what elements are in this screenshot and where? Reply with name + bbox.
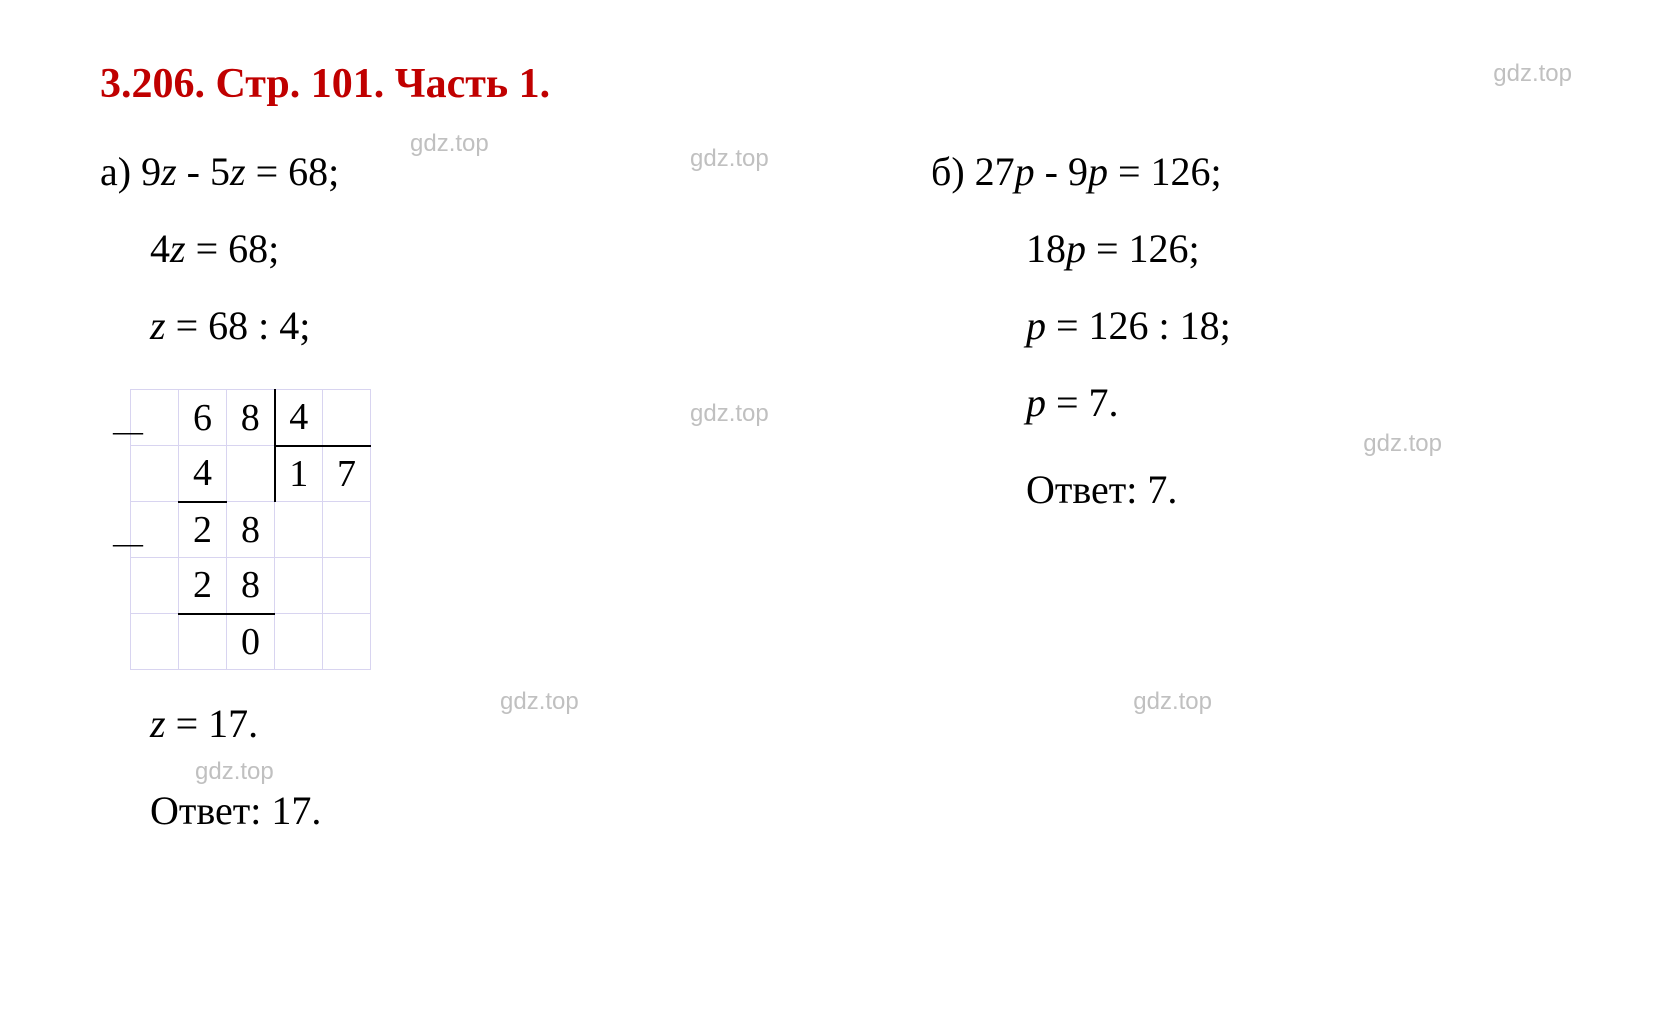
column-b: б) 27p - 9p = 126; 18p = 126; p = 126 : … [591, 148, 1231, 864]
text: 18 [1026, 226, 1066, 271]
cell [179, 614, 227, 670]
text: 4 [150, 226, 170, 271]
variable: z [230, 149, 246, 194]
cell [131, 558, 179, 614]
cell [323, 614, 371, 670]
cell [275, 614, 323, 670]
cell: — [131, 390, 179, 446]
watermark: gdz.top [1493, 60, 1572, 88]
cell [131, 614, 179, 670]
long-division: — 6 8 4 4 1 7 — 2 8 2 [130, 389, 371, 670]
text: = 7. [1046, 380, 1119, 425]
cell: 7 [323, 446, 371, 502]
text: б) 27 [931, 149, 1015, 194]
cell: — [131, 502, 179, 558]
content-columns: а) 9z - 5z = 68; 4z = 68; z = 68 : 4; — … [100, 148, 1572, 864]
variable: z [170, 226, 186, 271]
answer-line: Ответ: 7. [931, 466, 1231, 513]
watermark: gdz.top [690, 400, 769, 428]
equation-line: z = 68 : 4; [100, 302, 371, 349]
cell: 4 [275, 390, 323, 446]
cell: 2 [179, 558, 227, 614]
equation-line: 4z = 68; [100, 225, 371, 272]
cell: 4 [179, 446, 227, 502]
result-line: z = 17. [100, 700, 371, 747]
cell: 2 [179, 502, 227, 558]
cell [275, 558, 323, 614]
cell [323, 390, 371, 446]
variable: z [150, 303, 166, 348]
equation-line: 18p = 126; [931, 225, 1231, 272]
text: = 68; [186, 226, 280, 271]
watermark: gdz.top [410, 130, 489, 158]
watermark: gdz.top [1133, 688, 1212, 716]
cell: 8 [227, 558, 275, 614]
variable: p [1015, 149, 1035, 194]
watermark: gdz.top [500, 688, 579, 716]
text: = 126; [1086, 226, 1200, 271]
equation-line: а) 9z - 5z = 68; [100, 148, 371, 195]
text: = 126; [1108, 149, 1222, 194]
equation-line: p = 7. [931, 379, 1231, 426]
variable: p [1026, 303, 1046, 348]
variable: p [1066, 226, 1086, 271]
cell: 8 [227, 390, 275, 446]
equation-line: б) 27p - 9p = 126; [931, 148, 1231, 195]
page-header: 3.206. Стр. 101. Часть 1. [100, 60, 1572, 108]
text: - 5 [177, 149, 230, 194]
variable: z [150, 701, 166, 746]
text: = 68 : 4; [166, 303, 311, 348]
cell [323, 502, 371, 558]
watermark: gdz.top [690, 145, 769, 173]
cell [275, 502, 323, 558]
answer-line: Ответ: 17. [100, 787, 371, 834]
cell [131, 446, 179, 502]
variable: p [1026, 380, 1046, 425]
text: = 17. [166, 701, 259, 746]
equation-line: p = 126 : 18; [931, 302, 1231, 349]
text: - 9 [1035, 149, 1088, 194]
cell [227, 446, 275, 502]
text: а) 9 [100, 149, 161, 194]
text: = 68; [246, 149, 340, 194]
cell: 8 [227, 502, 275, 558]
text: = 126 : 18; [1046, 303, 1231, 348]
watermark: gdz.top [1363, 430, 1442, 458]
variable: p [1088, 149, 1108, 194]
cell: 6 [179, 390, 227, 446]
cell: 0 [227, 614, 275, 670]
variable: z [161, 149, 177, 194]
cell: 1 [275, 446, 323, 502]
cell [323, 558, 371, 614]
watermark: gdz.top [195, 758, 274, 786]
column-a: а) 9z - 5z = 68; 4z = 68; z = 68 : 4; — … [100, 148, 371, 864]
